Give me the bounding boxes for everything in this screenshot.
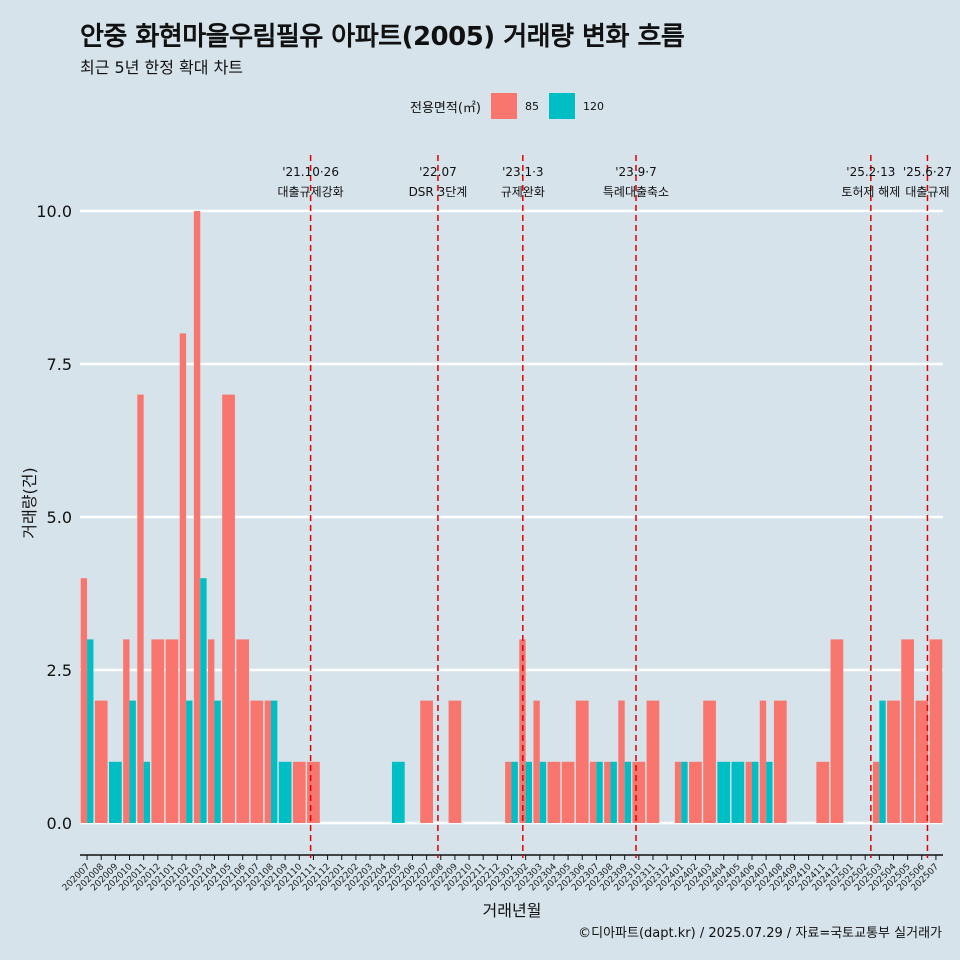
bar-85 bbox=[519, 639, 526, 823]
bar-85 bbox=[901, 639, 914, 823]
bar-85 bbox=[575, 700, 589, 823]
bar-85 bbox=[887, 700, 900, 823]
bar-120 bbox=[186, 700, 193, 823]
bar-120 bbox=[681, 761, 688, 823]
event-date: '25.6·27 bbox=[903, 165, 952, 179]
event-date: '22.07 bbox=[419, 165, 457, 179]
bar-85 bbox=[165, 639, 179, 823]
y-tick-label: 7.5 bbox=[47, 355, 72, 374]
bar-85 bbox=[745, 761, 753, 823]
bar-85 bbox=[674, 761, 682, 823]
bar-85 bbox=[505, 761, 512, 823]
legend-title: 전용면적(㎡) bbox=[410, 100, 481, 116]
bar-85 bbox=[137, 394, 144, 823]
bar-85 bbox=[292, 761, 306, 823]
event-label: DSR 3단계 bbox=[409, 185, 468, 199]
bar-85 bbox=[193, 211, 201, 823]
bar-85 bbox=[590, 761, 597, 823]
event-date: '21.10·26 bbox=[282, 165, 339, 179]
bar-85 bbox=[816, 761, 830, 823]
legend-label-85: 85 bbox=[524, 99, 539, 113]
bar-120 bbox=[278, 761, 292, 823]
bar-85 bbox=[264, 700, 271, 823]
legend-swatch-120 bbox=[548, 93, 575, 119]
bar-120 bbox=[511, 761, 518, 823]
bar-85 bbox=[561, 761, 575, 823]
bar-85 bbox=[689, 761, 702, 823]
bar-120 bbox=[129, 700, 136, 823]
bar-85 bbox=[420, 700, 433, 823]
bar-120 bbox=[391, 761, 405, 823]
event-label: 특례대출축소 bbox=[603, 185, 669, 199]
bar-85 bbox=[759, 700, 767, 823]
event-date: '23.1·3 bbox=[502, 165, 543, 179]
bar-85 bbox=[208, 639, 215, 823]
bar-120 bbox=[610, 761, 617, 823]
bar-85 bbox=[236, 639, 250, 823]
bar-120 bbox=[539, 761, 547, 823]
bar-85 bbox=[872, 761, 880, 823]
y-tick-label: 0.0 bbox=[47, 814, 72, 833]
bar-85 bbox=[604, 761, 611, 823]
bar-120 bbox=[766, 761, 773, 823]
bar-85 bbox=[618, 700, 625, 823]
bar-120 bbox=[143, 761, 151, 823]
bar-85 bbox=[632, 761, 646, 823]
bar-120 bbox=[596, 761, 603, 823]
chart-title: 안중 화현마을우림필유 아파트(2005) 거래량 변화 흐름 bbox=[80, 22, 685, 52]
bar-85 bbox=[703, 700, 716, 823]
bar-85 bbox=[533, 700, 540, 823]
bar-120 bbox=[525, 761, 533, 823]
bar-85 bbox=[929, 639, 943, 823]
x-axis-label: 거래년월 bbox=[482, 901, 542, 920]
bar-85 bbox=[151, 639, 165, 823]
bar-85 bbox=[250, 700, 264, 823]
bar-85 bbox=[80, 578, 88, 823]
bar-85 bbox=[94, 700, 108, 823]
bar-120 bbox=[731, 761, 745, 823]
y-tick-label: 2.5 bbox=[47, 661, 72, 680]
event-label: 토허제 해제 bbox=[841, 185, 900, 199]
y-tick-label: 10.0 bbox=[36, 202, 72, 221]
bar-120 bbox=[752, 761, 759, 823]
chart-subtitle: 최근 5년 한정 확대 차트 bbox=[80, 58, 244, 77]
bar-85 bbox=[448, 700, 462, 823]
legend-label-120: 120 bbox=[582, 99, 604, 113]
event-label: 규제완화 bbox=[501, 185, 545, 199]
bar-85 bbox=[179, 333, 187, 823]
y-axis-label: 거래량(건) bbox=[20, 467, 39, 539]
event-label: 대출규제 bbox=[905, 185, 949, 199]
bar-120 bbox=[624, 761, 632, 823]
bar-85 bbox=[123, 639, 130, 823]
bar-120 bbox=[87, 639, 94, 823]
bar-85 bbox=[222, 394, 235, 823]
bar-120 bbox=[200, 578, 207, 823]
legend-swatch-85 bbox=[490, 93, 517, 119]
bar-85 bbox=[547, 761, 561, 823]
source-caption: ©디아파트(dapt.kr) / 2025.07.29 / 자료=국토교통부 실… bbox=[578, 926, 942, 941]
bar-85 bbox=[307, 761, 320, 823]
bar-85 bbox=[773, 700, 787, 823]
event-label: 대출규제강화 bbox=[277, 185, 343, 199]
bar-120 bbox=[214, 700, 221, 823]
bar-120 bbox=[717, 761, 731, 823]
event-date: '23.9·7 bbox=[615, 165, 656, 179]
bar-120 bbox=[109, 761, 122, 823]
bar-120 bbox=[270, 700, 278, 823]
legend: 전용면적(㎡) 85 120 bbox=[410, 93, 610, 119]
y-tick-label: 5.0 bbox=[47, 508, 72, 527]
bar-85 bbox=[830, 639, 844, 823]
event-date: '25.2·13 bbox=[846, 165, 895, 179]
bar-85 bbox=[915, 700, 929, 823]
bar-85 bbox=[646, 700, 660, 823]
bar-120 bbox=[879, 700, 886, 823]
